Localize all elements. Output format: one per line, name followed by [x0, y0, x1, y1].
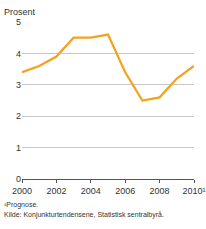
- svg-text:Kilde: Konjunkturtendensene, S: Kilde: Konjunkturtendensene, Statistisk …: [4, 211, 164, 219]
- svg-text:Prosent: Prosent: [4, 7, 36, 17]
- svg-text:2004: 2004: [81, 186, 101, 196]
- svg-text:2008: 2008: [150, 186, 170, 196]
- svg-text:2010¹: 2010¹: [182, 186, 205, 196]
- svg-text:¹Prognose.: ¹Prognose.: [4, 201, 38, 209]
- svg-text:4: 4: [16, 49, 21, 59]
- svg-text:2002: 2002: [46, 186, 66, 196]
- svg-text:2000: 2000: [12, 186, 32, 196]
- svg-text:5: 5: [16, 17, 21, 27]
- svg-text:2006: 2006: [115, 186, 135, 196]
- svg-text:3: 3: [16, 80, 21, 90]
- svg-text:2: 2: [16, 111, 21, 121]
- svg-text:0: 0: [16, 174, 21, 184]
- svg-text:1: 1: [16, 143, 21, 153]
